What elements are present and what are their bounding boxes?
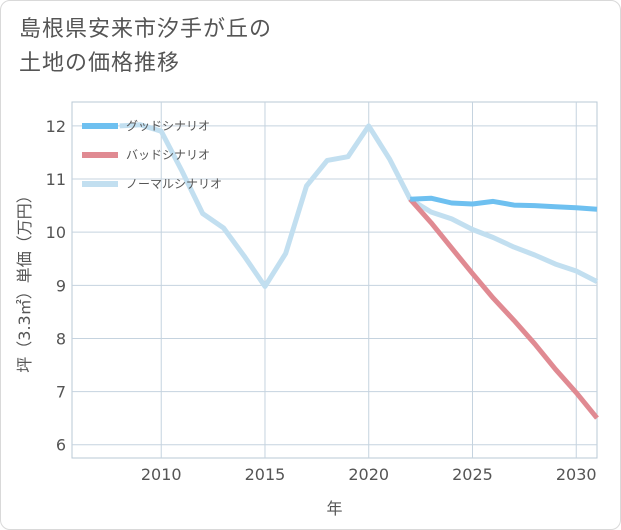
x-tick-label: 2020 [348, 465, 389, 484]
series-line-2 [408, 197, 599, 420]
y-tick-label: 9 [56, 276, 66, 295]
y-axis-title: 坪（3.3㎡）単価（万円） [15, 187, 34, 372]
grid [71, 101, 598, 459]
legend-label: ノーマルシナリオ [126, 177, 222, 191]
y-tick-label: 10 [46, 223, 66, 242]
y-tick-label: 8 [56, 329, 66, 348]
x-tick-label: 2025 [452, 465, 493, 484]
series-line-3 [119, 122, 599, 289]
x-tick-label: 2030 [556, 465, 597, 484]
x-axis-title: 年 [326, 499, 342, 518]
chart-title: 島根県安来市汐手が丘の 土地の価格推移 [19, 13, 272, 81]
series-line-1 [410, 195, 598, 212]
chart-title-line-1: 島根県安来市汐手が丘の [19, 17, 273, 42]
x-tick-label: 2015 [245, 465, 286, 484]
y-tick-label: 7 [56, 383, 66, 402]
legend-label: バッドシナリオ [126, 148, 210, 162]
y-tick-label: 11 [46, 170, 66, 189]
y-tick-label: 6 [56, 436, 66, 455]
chart-title-line-2: 土地の価格推移 [19, 51, 181, 76]
tick-labels: 2010 2015 2020 2025 2030 6 7 8 9 10 11 12 [46, 117, 597, 484]
x-tick-label: 2010 [141, 465, 182, 484]
y-tick-label: 12 [46, 117, 66, 136]
series-lines [119, 122, 599, 420]
legend-label: グッドシナリオ [126, 119, 210, 133]
